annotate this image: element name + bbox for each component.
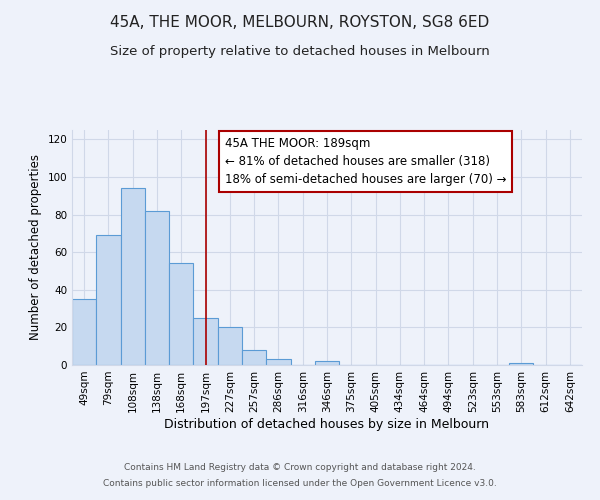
Bar	[315, 361, 339, 365]
Text: Contains public sector information licensed under the Open Government Licence v3: Contains public sector information licen…	[103, 478, 497, 488]
Text: 45A, THE MOOR, MELBOURN, ROYSTON, SG8 6ED: 45A, THE MOOR, MELBOURN, ROYSTON, SG8 6E…	[110, 15, 490, 30]
Text: Size of property relative to detached houses in Melbourn: Size of property relative to detached ho…	[110, 45, 490, 58]
X-axis label: Distribution of detached houses by size in Melbourn: Distribution of detached houses by size …	[164, 418, 490, 430]
Bar	[242, 350, 266, 365]
Y-axis label: Number of detached properties: Number of detached properties	[29, 154, 42, 340]
Bar	[266, 360, 290, 365]
Text: Contains HM Land Registry data © Crown copyright and database right 2024.: Contains HM Land Registry data © Crown c…	[124, 464, 476, 472]
Bar	[218, 328, 242, 365]
Bar	[96, 236, 121, 365]
Text: 45A THE MOOR: 189sqm
← 81% of detached houses are smaller (318)
18% of semi-deta: 45A THE MOOR: 189sqm ← 81% of detached h…	[225, 137, 506, 186]
Bar	[169, 264, 193, 365]
Bar	[193, 318, 218, 365]
Bar	[72, 299, 96, 365]
Bar	[121, 188, 145, 365]
Bar	[509, 363, 533, 365]
Bar	[145, 211, 169, 365]
